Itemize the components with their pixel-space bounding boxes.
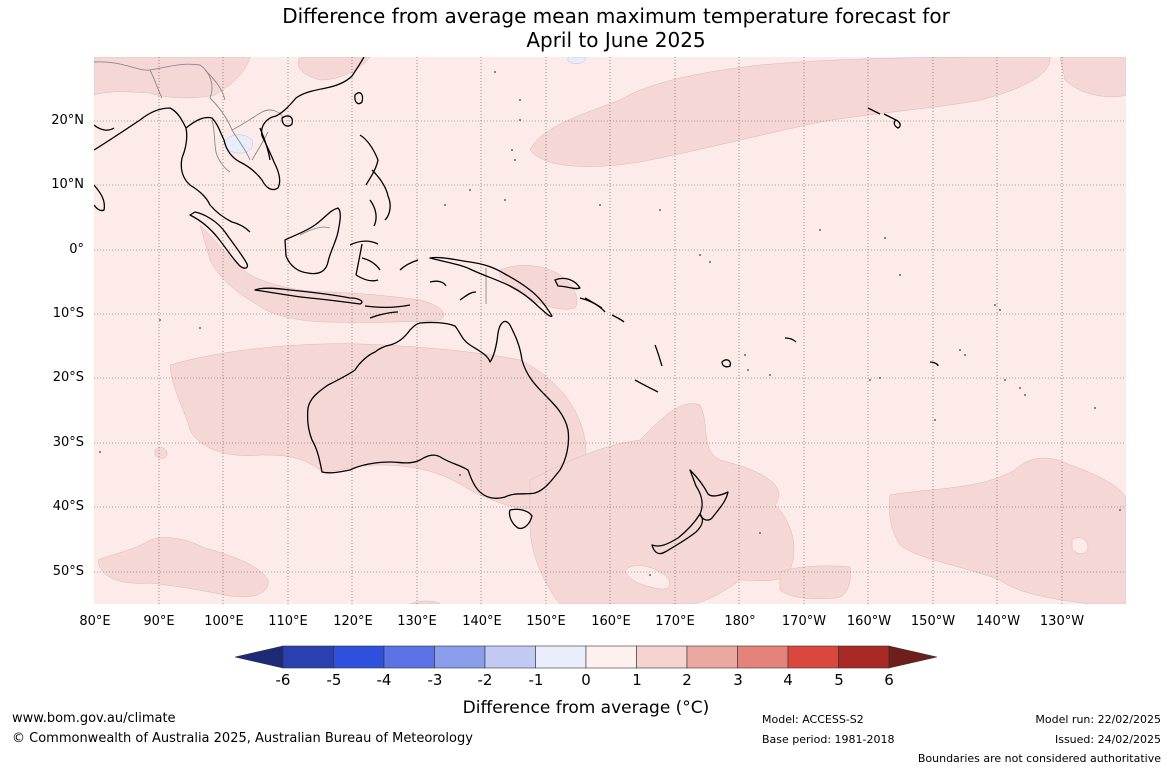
colorbar-segments (234, 645, 938, 669)
website-link[interactable]: www.bom.gov.au/climate (12, 711, 176, 726)
anomaly-region-tasman (529, 403, 795, 604)
colorbar-segment (535, 645, 587, 669)
anomaly-regions (94, 57, 1126, 604)
coastline-sumatra (189, 211, 249, 269)
colorbar-segment (484, 645, 536, 669)
colorbar-segment (434, 645, 486, 669)
anomaly-region-southern-ocean-west (97, 537, 269, 598)
colorbar-tick-minus2: -2 (477, 671, 493, 689)
colorbar-tick-minus4: -4 (376, 671, 392, 689)
colorbar (234, 645, 938, 669)
lon-label-180: 180° (724, 614, 756, 629)
pacific-island-dots (99, 71, 1121, 576)
colorbar-segment (838, 645, 890, 669)
coastline-tasmania (508, 508, 533, 530)
country-borders (94, 61, 487, 304)
colorbar-arrow-low (234, 645, 284, 669)
lat-label-40s: 40°S (52, 499, 84, 514)
lon-label-140w: 140°W (975, 614, 1021, 629)
anomaly-region-north-pacific-east (1059, 57, 1126, 98)
lon-label-120e: 120°E (333, 614, 373, 629)
issued-text: Issued: 24/02/2025 (1054, 733, 1161, 746)
copyright-text: © Commonwealth of Australia 2025, Austra… (12, 731, 473, 746)
lat-label-10s: 10°S (52, 306, 84, 321)
lon-label-80e: 80°E (79, 614, 111, 629)
lon-label-130e: 130°E (397, 614, 437, 629)
colorbar-segment (383, 645, 435, 669)
colorbar-segment (787, 645, 839, 669)
hole-east (1071, 537, 1089, 554)
coastline-borneo (284, 207, 341, 275)
anomaly-region-small (154, 447, 168, 459)
lon-label-170w: 170°W (781, 614, 827, 629)
chart-title: Difference from average mean maximum tem… (0, 4, 1173, 52)
anomaly-region-north-pacific (529, 57, 1051, 167)
lon-label-160e: 160°E (591, 614, 631, 629)
disclaimer-text: Boundaries are not considered authoritat… (917, 752, 1161, 765)
lat-label-50s: 50°S (52, 564, 84, 579)
coastline-philippines (359, 134, 391, 227)
coastline-australia (306, 320, 570, 499)
coastline-se-asia (94, 57, 365, 233)
lat-label-20s: 20°S (52, 370, 84, 385)
colorbar-title: Difference from average (°C) (462, 698, 710, 718)
lon-label-100e: 100°E (204, 614, 244, 629)
lon-label-170e: 170°E (655, 614, 695, 629)
colorbar-segment (282, 645, 334, 669)
coastline-java (254, 287, 363, 305)
lat-label-20n: 20°N (51, 113, 84, 128)
anomaly-region-indonesia (199, 224, 445, 323)
lon-label-110e: 110°E (268, 614, 308, 629)
lon-label-150w: 150°W (910, 614, 956, 629)
colorbar-tick-4: 4 (783, 671, 793, 689)
coastline-sulawesi (349, 240, 381, 282)
colorbar-segment (686, 645, 738, 669)
colorbar-arrow-high (888, 645, 938, 669)
lon-label-90e: 90°E (143, 614, 175, 629)
title-line-1: Difference from average mean maximum tem… (282, 4, 950, 28)
lon-label-160w: 160°W (846, 614, 892, 629)
colorbar-tick-minus5: -5 (326, 671, 342, 689)
colorbar-tick-minus6: -6 (275, 671, 291, 689)
colorbar-segment (737, 645, 789, 669)
model-run-text: Model run: 22/02/2025 (1035, 713, 1161, 726)
lat-label-30s: 30°S (52, 435, 84, 450)
base-period-text: Base period: 1981-2018 (762, 733, 895, 746)
colorbar-tick-2: 2 (682, 671, 692, 689)
anomaly-region-china-coast (297, 57, 371, 81)
cool-region-north (567, 57, 587, 65)
colorbar-segment (333, 645, 385, 669)
lon-label-140e: 140°E (462, 614, 502, 629)
cool-region-thailand (225, 134, 253, 154)
colorbar-segment (636, 645, 688, 669)
anomaly-region-small-2 (409, 600, 441, 604)
title-line-2: April to June 2025 (526, 28, 706, 52)
coastline-new-guinea (429, 256, 553, 318)
lat-label-10n: 10°N (51, 177, 84, 192)
lat-label-0: 0° (69, 242, 84, 257)
colorbar-tick-3: 3 (733, 671, 743, 689)
colorbar-tick-0: 0 (581, 671, 591, 689)
lon-label-150e: 150°E (526, 614, 566, 629)
colorbar-segment (585, 645, 637, 669)
anomaly-region-png (499, 265, 578, 310)
coastline-nz-south (651, 513, 704, 555)
colorbar-tick-1: 1 (632, 671, 642, 689)
colorbar-tick-6: 6 (884, 671, 894, 689)
model-text: Model: ACCESS-S2 (762, 713, 864, 726)
lon-label-130w: 130°W (1039, 614, 1085, 629)
anomaly-region-south-pacific-east (889, 457, 1126, 604)
forecast-map (94, 57, 1126, 604)
colorbar-tick-5: 5 (834, 671, 844, 689)
hole-nz-south (624, 565, 670, 590)
coastline-nz-north (689, 469, 729, 521)
anomaly-region-southern-ocean-mid (779, 565, 851, 599)
colorbar-tick-minus3: -3 (427, 671, 443, 689)
coastlines (94, 57, 939, 555)
colorbar-tick-minus1: -1 (528, 671, 544, 689)
